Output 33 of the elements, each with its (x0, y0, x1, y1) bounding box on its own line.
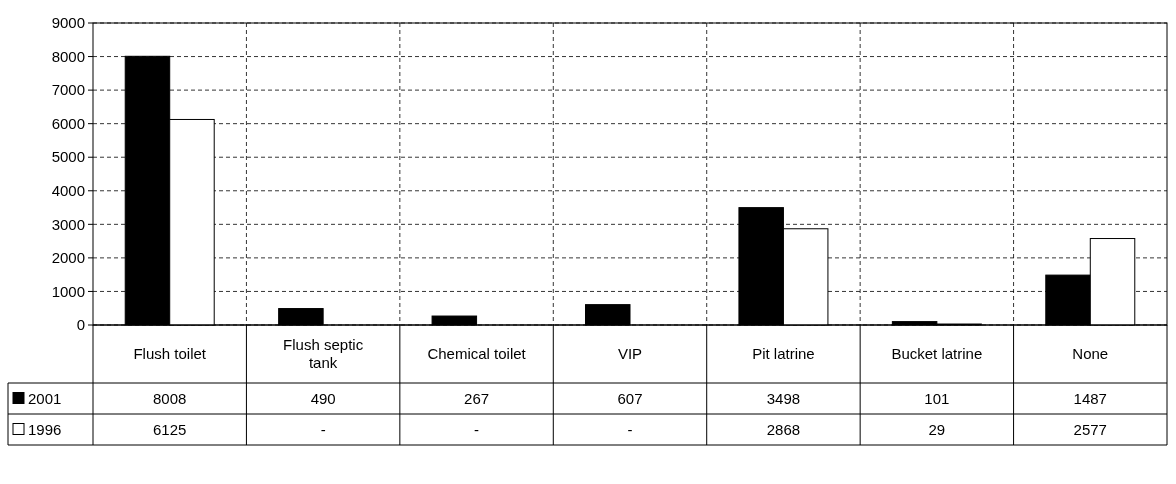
legend-label: 1996 (28, 420, 62, 438)
x-tick-label: Flush toilet (133, 345, 207, 363)
x-tick-label: Flush septic tank (283, 336, 364, 372)
x-tick-label: Bucket latrine (891, 345, 983, 363)
data-label: 29 (928, 420, 946, 438)
x-tick-label: None (1072, 345, 1109, 363)
data-label: 2868 (766, 420, 801, 438)
y-tick-label: 5000 (51, 148, 85, 166)
data-label: 3498 (766, 389, 801, 407)
data-label: 607 (617, 389, 643, 407)
y-tick-label: 4000 (51, 182, 85, 200)
text: - (627, 420, 633, 438)
y-tick-label: 1000 (51, 282, 85, 300)
y-tick-label: 9000 (51, 14, 85, 32)
x-tick-label: Pit latrine (752, 345, 815, 363)
text: - (320, 420, 326, 438)
data-label: 490 (310, 389, 336, 407)
y-tick-label: 2000 (51, 249, 85, 267)
data-label: 1487 (1073, 389, 1107, 407)
y-tick-label: 8000 (51, 47, 85, 65)
y-tick-label: 3000 (51, 215, 85, 233)
data-label: 267 (464, 389, 490, 407)
y-tick-label: 7000 (51, 81, 85, 99)
data-label: 8008 (153, 389, 187, 407)
data-label: 2577 (1073, 420, 1107, 438)
x-tick-label: VIP (617, 345, 643, 363)
y-tick-label: 6000 (51, 114, 85, 132)
text: - (474, 420, 480, 438)
legend-label: 2001 (28, 389, 62, 407)
data-label: 6125 (153, 420, 187, 438)
data-label: 101 (924, 389, 950, 407)
x-tick-label: Chemical toilet (427, 345, 527, 363)
y-tick-label: 0 (76, 316, 85, 334)
